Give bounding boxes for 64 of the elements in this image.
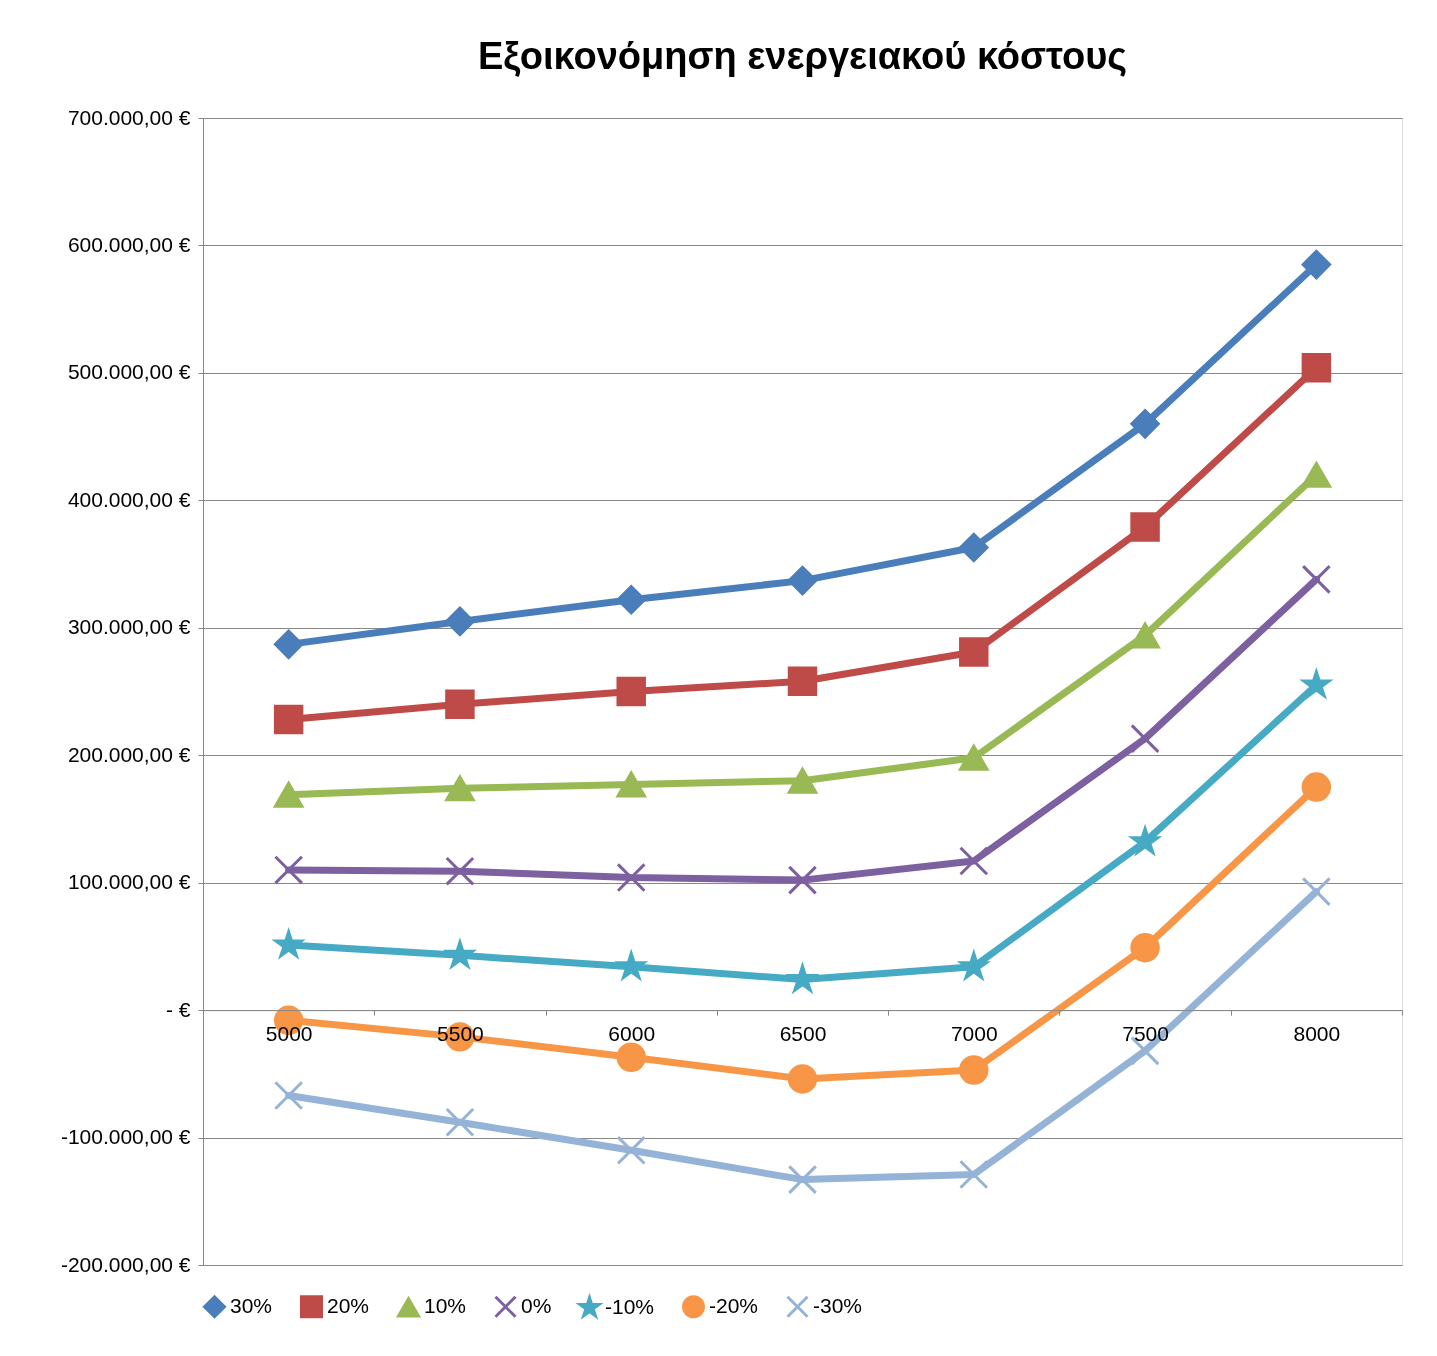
point bbox=[787, 1064, 818, 1094]
legend-label: -30% bbox=[813, 1293, 863, 1317]
legend-label: 10% bbox=[424, 1294, 467, 1318]
point bbox=[1301, 564, 1332, 595]
point bbox=[1301, 461, 1332, 488]
point bbox=[445, 856, 475, 886]
point bbox=[273, 1080, 304, 1111]
point bbox=[787, 767, 818, 794]
point bbox=[616, 771, 646, 798]
point bbox=[787, 666, 818, 697]
point bbox=[445, 775, 475, 802]
point bbox=[273, 629, 304, 660]
legend-label: 20% bbox=[327, 1293, 370, 1317]
point bbox=[1130, 512, 1160, 542]
x-tick-label: 5000 bbox=[265, 1021, 313, 1045]
point bbox=[1130, 622, 1160, 649]
point bbox=[616, 1042, 646, 1072]
point bbox=[787, 1164, 818, 1195]
point bbox=[1130, 932, 1160, 963]
point bbox=[1301, 772, 1332, 802]
y-tick-label: 600.000,00 € bbox=[67, 232, 191, 256]
point bbox=[959, 744, 989, 771]
legend-label: 0% bbox=[521, 1293, 552, 1317]
point bbox=[787, 865, 818, 895]
x-tick-label: 8000 bbox=[1293, 1021, 1341, 1045]
y-tick-label: 200.000,00 € bbox=[67, 742, 191, 766]
legend-label: -10% bbox=[605, 1294, 655, 1318]
x-tick-label: 6500 bbox=[779, 1021, 827, 1045]
legend-label: 30% bbox=[230, 1293, 273, 1317]
y-tick-label: -100.000,00 € bbox=[60, 1125, 191, 1149]
point bbox=[616, 1135, 646, 1166]
x-tick-label: 7500 bbox=[1122, 1021, 1169, 1045]
x-tick-label: 5500 bbox=[437, 1021, 484, 1045]
point bbox=[1301, 249, 1332, 280]
y-tick-label: 400.000,00 € bbox=[67, 487, 191, 511]
point bbox=[445, 606, 475, 637]
legend-label: -20% bbox=[709, 1293, 759, 1317]
point bbox=[959, 1159, 989, 1190]
point bbox=[616, 862, 646, 893]
point bbox=[959, 637, 989, 667]
chart-title: Εξοικονόμηση ενεργειακού κόστους bbox=[477, 35, 1128, 77]
point bbox=[273, 781, 304, 808]
point bbox=[959, 846, 989, 876]
point bbox=[787, 565, 818, 596]
y-tick-label: 100.000,00 € bbox=[67, 870, 191, 894]
y-tick-label: -200.000,00 € bbox=[60, 1252, 191, 1276]
point bbox=[445, 689, 475, 719]
point bbox=[1301, 876, 1332, 907]
x-tick-label: 6000 bbox=[608, 1021, 656, 1045]
point bbox=[1130, 723, 1160, 754]
y-tick-label: - € bbox=[165, 997, 191, 1021]
point bbox=[273, 704, 304, 735]
point bbox=[616, 585, 646, 615]
point bbox=[959, 532, 989, 563]
y-tick-label: 300.000,00 € bbox=[67, 615, 191, 639]
x-tick-label: 7000 bbox=[950, 1021, 998, 1045]
y-tick-label: 500.000,00 € bbox=[67, 360, 191, 384]
point bbox=[445, 1107, 475, 1137]
y-tick-label: 700.000,00 € bbox=[67, 105, 191, 129]
point bbox=[616, 676, 646, 707]
point bbox=[959, 1055, 989, 1085]
point bbox=[1301, 353, 1332, 383]
point bbox=[1130, 409, 1160, 439]
point bbox=[273, 855, 304, 885]
